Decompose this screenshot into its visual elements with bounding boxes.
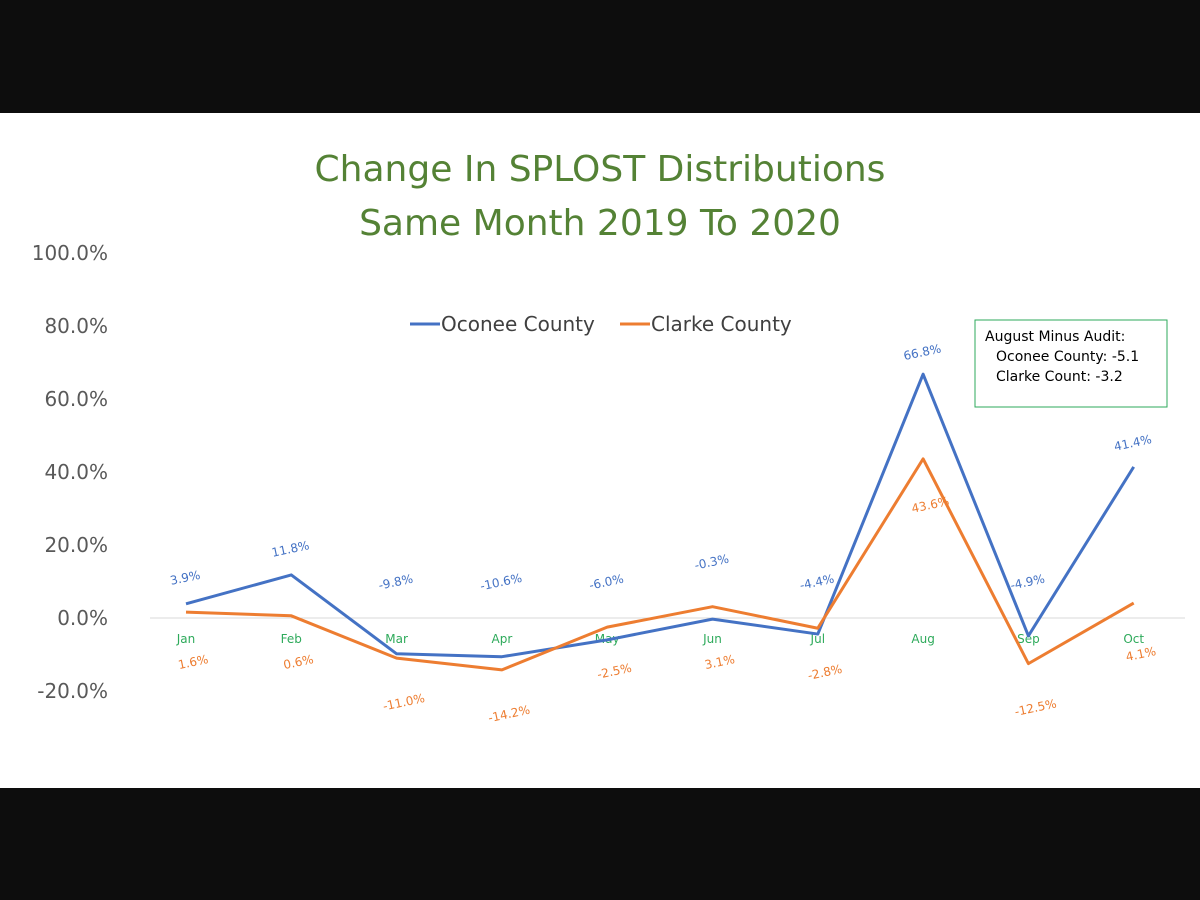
data-label-clarke: -2.8% — [806, 662, 843, 683]
data-label-oconee: 66.8% — [902, 341, 942, 363]
data-label-clarke: 0.6% — [282, 652, 315, 672]
data-label-clarke: -11.0% — [382, 691, 426, 714]
chart-svg: Change In SPLOST Distributions Same Mont… — [32, 149, 1185, 725]
data-label-clarke: 4.1% — [1124, 644, 1157, 664]
y-tick-label: 100.0% — [32, 241, 108, 265]
data-label-oconee: -9.8% — [377, 572, 414, 593]
annotation-line-3: Clarke Count: -3.2 — [996, 369, 1123, 385]
data-label-oconee: -4.4% — [798, 572, 835, 593]
data-label-oconee: 41.4% — [1113, 432, 1153, 454]
x-axis: Jan Feb Mar Apr May Jun Jul Aug Sep Oct — [176, 632, 1145, 646]
data-label-clarke: 43.6% — [910, 494, 950, 516]
y-tick-label: 20.0% — [44, 533, 108, 557]
data-label-clarke: 3.1% — [703, 652, 736, 672]
data-label-clarke: -12.5% — [1013, 696, 1057, 719]
data-label-clarke: 1.6% — [177, 652, 210, 672]
bottom-letterbox — [0, 788, 1200, 900]
x-tick-label: Jul — [810, 632, 825, 646]
data-label-oconee: -10.6% — [479, 571, 523, 594]
data-label-oconee: -0.3% — [693, 552, 730, 573]
y-tick-label: 80.0% — [44, 314, 108, 338]
x-tick-label: Sep — [1017, 632, 1040, 646]
x-tick-label: Jun — [702, 632, 722, 646]
data-label-clarke: -14.2% — [487, 703, 531, 726]
y-tick-label: 0.0% — [57, 606, 108, 630]
chart-canvas: Change In SPLOST Distributions Same Mont… — [0, 113, 1200, 788]
x-tick-label: Feb — [281, 632, 302, 646]
data-label-clarke: -2.5% — [596, 661, 633, 682]
annotation-line-1: August Minus Audit: — [985, 329, 1125, 345]
x-tick-label: Jan — [176, 632, 196, 646]
data-label-oconee: -4.9% — [1009, 572, 1046, 593]
chart-title-line-1: Change In SPLOST Distributions — [315, 149, 886, 190]
chart-title-line-2: Same Month 2019 To 2020 — [359, 203, 841, 244]
annotation-box: August Minus Audit: Oconee County: -5.1 … — [974, 319, 1168, 408]
legend: Oconee County Clarke County — [410, 312, 792, 336]
data-label-oconee: 11.8% — [270, 538, 310, 560]
annotation-frame — [974, 319, 1168, 408]
series-line-clarke — [185, 457, 1135, 672]
series-line-oconee — [185, 372, 1135, 659]
legend-label-oconee: Oconee County — [441, 312, 595, 336]
y-axis: 100.0% 80.0% 60.0% 40.0% 20.0% 0.0% -20.0% — [32, 241, 108, 703]
data-label-oconee: -6.0% — [588, 572, 625, 593]
series-layer: 3.9% 11.8% -9.8% -10.6% -6.0% -0.3% -4.4% 66.8%… — [169, 341, 1157, 725]
x-tick-label: Mar — [385, 632, 408, 646]
x-tick-label: Aug — [911, 632, 934, 646]
x-tick-label: Oct — [1123, 632, 1144, 646]
data-label-oconee: 3.9% — [169, 568, 202, 588]
annotation-line-2: Oconee County: -5.1 — [996, 349, 1139, 365]
x-tick-label: Apr — [492, 632, 513, 646]
y-tick-label: 60.0% — [44, 387, 108, 411]
y-tick-label: -20.0% — [37, 679, 108, 703]
top-letterbox — [0, 0, 1200, 113]
legend-label-clarke: Clarke County — [651, 312, 792, 336]
y-tick-label: 40.0% — [44, 460, 108, 484]
